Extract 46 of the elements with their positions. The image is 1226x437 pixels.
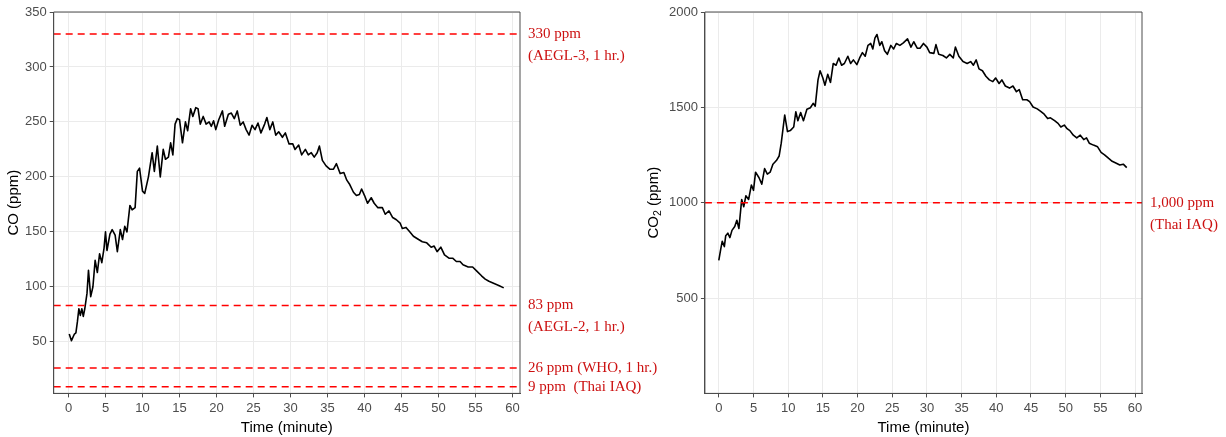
y-tick-label: 100 [24, 278, 47, 294]
x-tick-label: 40 [989, 399, 1004, 415]
x-tick-label: 0 [64, 399, 73, 415]
x-tick-label: 10 [780, 399, 796, 415]
y-tick-label: 250 [24, 113, 47, 129]
x-tick-label: 5 [101, 399, 110, 415]
x-tick-label: 45 [394, 399, 409, 415]
x-tick-label: 15 [172, 399, 187, 415]
x-tick-label: 50 [1058, 399, 1073, 415]
x-tick-label: 30 [919, 399, 935, 415]
ref-line-label: 330 ppm (AEGL-3, 1 hr.) [528, 24, 625, 64]
ref-line-label: 1,000 ppm (Thai IAQ) [1150, 193, 1218, 233]
y-tick-label: 200 [24, 168, 47, 184]
ref-line-label: 9 ppm (Thai IAQ) [528, 377, 642, 395]
y-tick-label: 1500 [669, 98, 698, 114]
x-tick-label: 40 [357, 399, 372, 415]
x-tick-label: 5 [749, 399, 758, 415]
y-tick-label: 300 [24, 58, 47, 74]
y-tick-label: 150 [24, 223, 47, 239]
x-tick-label: 60 [1127, 399, 1143, 415]
y-tick-label: 2000 [669, 3, 698, 19]
y-tick-label: 500 [676, 289, 698, 305]
ref-line-label: 83 ppm (AEGL-2, 1 hr.) [528, 296, 625, 336]
x-tick-label: 55 [468, 399, 483, 415]
x-tick-label: 35 [320, 399, 335, 415]
x-axis-title: Time (minute) [877, 418, 970, 436]
x-tick-label: 60 [505, 399, 520, 415]
x-tick-label: 35 [954, 399, 969, 415]
x-tick-label: 10 [135, 399, 150, 415]
x-axis-title: Time (minute) [240, 418, 333, 436]
y-axis-title: CO (ppm) [4, 169, 22, 236]
y-axis-title: CO2 (ppm) [644, 166, 664, 239]
x-tick-label: 20 [850, 399, 865, 415]
x-tick-label: 15 [815, 399, 831, 415]
x-tick-label: 50 [431, 399, 446, 415]
x-tick-label: 0 [715, 399, 723, 415]
x-tick-label: 25 [885, 399, 900, 415]
y-tick-label: 1000 [669, 194, 698, 210]
y-tick-label: 350 [24, 3, 47, 19]
x-tick-label: 45 [1023, 399, 1039, 415]
x-tick-label: 55 [1093, 399, 1108, 415]
x-tick-label: 30 [283, 399, 298, 415]
y-tick-label: 50 [32, 333, 47, 349]
x-tick-label: 25 [246, 399, 261, 415]
x-tick-label: 20 [209, 399, 224, 415]
ref-line-label: 26 ppm (WHO, 1 hr.) [528, 359, 658, 377]
